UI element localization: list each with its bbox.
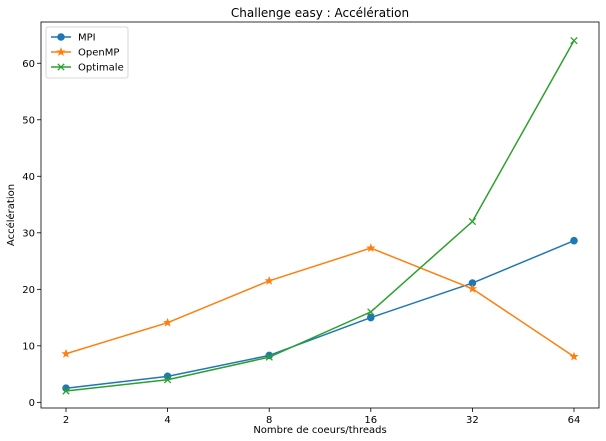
- x-axis: 2 4 8 16 32 64: [63, 408, 581, 426]
- x-tick-label-4: 4: [164, 415, 170, 426]
- data-point-mpi-16: [367, 313, 375, 322]
- data-point-openmp-4: [162, 317, 173, 327]
- data-point-openmp-64: [569, 351, 579, 361]
- plot-area: [61, 36, 579, 395]
- data-point-mpi-64: [570, 236, 578, 245]
- x-tick-label-2: 2: [63, 415, 69, 426]
- series-mpi: [62, 236, 578, 393]
- y-tick-label-40: 40: [22, 172, 35, 183]
- x-tick-label-32: 32: [466, 415, 479, 426]
- legend-marker-mpi: [57, 33, 65, 41]
- y-tick-label-60: 60: [22, 59, 35, 70]
- data-point-openmp-16: [366, 243, 376, 252]
- legend-label-openmp: OpenMP: [78, 48, 119, 59]
- x-tick-label-8: 8: [266, 415, 272, 426]
- data-point-optimale-2: [62, 387, 70, 395]
- y-tick-label-0: 0: [29, 398, 35, 409]
- x-tick-label-16: 16: [364, 415, 377, 426]
- series-line-openmp: [65, 247, 575, 358]
- y-axis: 0 10 20 30 40 50 60: [22, 59, 41, 409]
- data-point-optimale-64: [570, 36, 578, 45]
- data-point-optimale-32: [468, 217, 477, 226]
- x-tick-label-64: 64: [568, 415, 581, 426]
- data-point-optimale-4: [163, 376, 172, 384]
- plot-frame: [40, 21, 600, 409]
- y-tick-label-10: 10: [22, 341, 35, 352]
- series-line-optimale: [65, 40, 575, 392]
- y-axis-label: Accélération: [5, 184, 17, 246]
- legend-marker-openmp: [56, 47, 66, 56]
- legend: MPI OpenMP Optimale: [45, 26, 129, 79]
- y-tick-label-20: 20: [22, 285, 35, 296]
- data-point-openmp-2: [61, 348, 71, 358]
- series-openmp: [61, 243, 579, 361]
- y-tick-label-50: 50: [22, 115, 35, 126]
- legend-label-mpi: MPI: [78, 33, 96, 44]
- series-line-mpi: [65, 240, 575, 389]
- legend-box: [45, 26, 129, 79]
- y-tick-label-30: 30: [22, 228, 35, 239]
- data-point-optimale-8: [265, 353, 273, 361]
- chart-title: Challenge easy : Accélération: [231, 6, 409, 20]
- data-point-optimale-16: [367, 308, 375, 316]
- x-axis-label: Nombre de coeurs/threads: [253, 425, 386, 436]
- legend-marker-optimale: [57, 63, 65, 71]
- data-point-openmp-32: [467, 283, 478, 293]
- series-optimale: [62, 36, 578, 395]
- legend-label-optimale: Optimale: [78, 63, 124, 74]
- data-point-openmp-8: [264, 275, 274, 285]
